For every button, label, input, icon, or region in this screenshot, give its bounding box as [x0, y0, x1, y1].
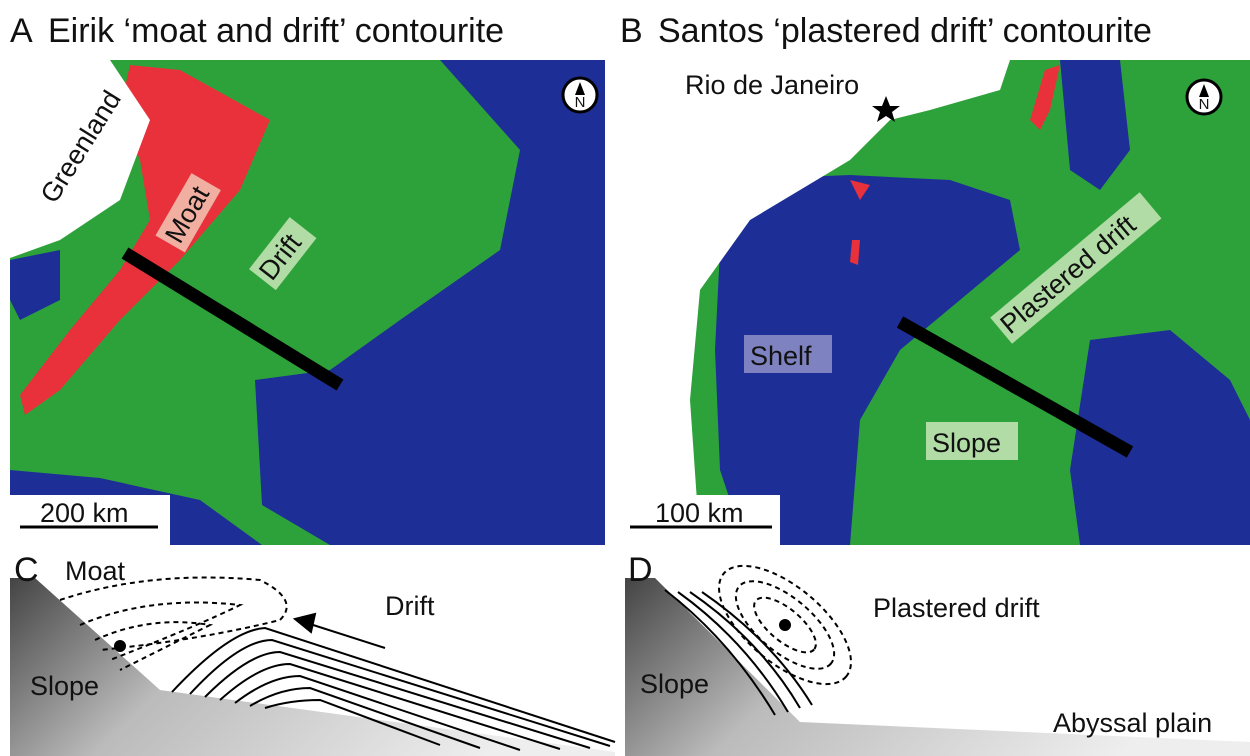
panel-title: Santos ‘plastered drift’ contourite — [658, 12, 1152, 50]
scale-bar-label: 200 km — [40, 498, 129, 528]
section-label: Slope — [30, 671, 99, 701]
panel-title: Eirik ‘moat and drift’ contourite — [48, 12, 504, 50]
panel-letter: C — [14, 551, 39, 589]
section-label: Moat — [65, 556, 126, 586]
map-b — [620, 60, 1250, 545]
map-label: Shelf — [750, 341, 812, 371]
north-arrow: N — [1199, 96, 1210, 113]
north-arrow: N — [575, 94, 586, 111]
section-label: Slope — [640, 669, 709, 699]
map-label: Slope — [932, 428, 1001, 458]
scale-bar-label: 100 km — [655, 498, 744, 528]
section-label: Plastered drift — [873, 593, 1040, 623]
section-c — [10, 578, 615, 756]
panel-letter: D — [628, 551, 653, 589]
panel-letter: B — [620, 12, 643, 50]
section-label: Drift — [385, 591, 435, 621]
section-label: Abyssal plain — [1053, 708, 1212, 738]
figure: A Eirik ‘moat and drift’ contourite Gree… — [0, 0, 1250, 756]
panel-letter: A — [10, 12, 33, 50]
map-label: Rio de Janeiro — [685, 70, 859, 100]
